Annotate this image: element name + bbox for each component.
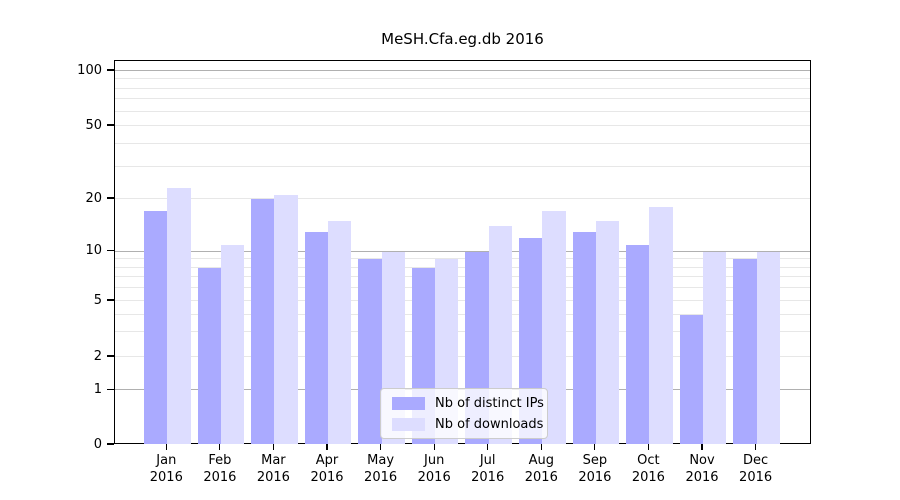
minor-gridline-4 — [115, 313, 810, 315]
minor-gridline-30 — [115, 165, 810, 167]
y-tick-20 — [107, 197, 114, 199]
bar-distinct-ips-may — [358, 259, 382, 444]
minor-gridline-70 — [115, 98, 810, 100]
bar-distinct-ips-jan — [144, 211, 168, 444]
minor-gridline-8 — [115, 266, 810, 268]
bar-downloads-dec — [756, 251, 780, 444]
legend-item-distinct-ips: Nb of distinct IPs — [381, 394, 547, 412]
x-tick-oct — [647, 444, 649, 450]
bar-downloads-sep — [595, 220, 620, 444]
x-tick-label-mar: Mar 2016 — [256, 453, 290, 485]
y-tick-label-2: 2 — [93, 348, 102, 364]
y-tick-50 — [107, 124, 114, 126]
bar-downloads-jan — [167, 187, 191, 444]
y-tick-5 — [107, 299, 114, 301]
legend-item-downloads: Nb of downloads — [381, 415, 547, 433]
x-tick-label-jan: Jan 2016 — [149, 453, 183, 485]
y-tick-label-0: 0 — [93, 436, 102, 452]
x-tick-label-may: May 2016 — [364, 453, 398, 485]
minor-gridline-90 — [115, 78, 810, 80]
y-tick-10 — [107, 250, 114, 252]
minor-gridline-80 — [115, 87, 810, 89]
y-tick-1 — [107, 388, 114, 390]
x-tick-label-jun: Jun 2016 — [417, 453, 451, 485]
x-tick-label-aug: Aug 2016 — [524, 453, 558, 485]
legend-swatch-downloads — [392, 417, 425, 431]
y-tick-label-50: 50 — [85, 117, 102, 133]
x-tick-aug — [540, 444, 542, 450]
legend: Nb of distinct IPs Nb of downloads — [380, 388, 548, 439]
minor-gridline-40 — [115, 142, 810, 144]
x-tick-dec — [755, 444, 757, 450]
minor-gridline-9 — [115, 258, 810, 260]
y-tick-label-20: 20 — [85, 190, 102, 206]
bar-downloads-feb — [220, 244, 245, 444]
y-tick-0 — [107, 443, 114, 445]
x-tick-jan — [165, 444, 167, 450]
x-tick-nov — [701, 444, 703, 450]
x-tick-jun — [433, 444, 435, 450]
x-tick-label-oct: Oct 2016 — [631, 453, 665, 485]
minor-gridline-60 — [115, 110, 810, 112]
y-tick-100 — [107, 69, 114, 71]
bar-distinct-ips-nov — [679, 314, 703, 444]
plot-area: Nb of distinct IPs Nb of downloads — [114, 60, 811, 444]
minor-gridline-50 — [115, 125, 810, 126]
x-tick-apr — [326, 444, 328, 450]
bar-downloads-oct — [649, 207, 673, 444]
bar-distinct-ips-sep — [572, 231, 596, 444]
bar-distinct-ips-feb — [197, 267, 221, 444]
bar-distinct-ips-mar — [251, 199, 275, 444]
x-tick-label-sep: Sep 2016 — [578, 453, 612, 485]
bar-downloads-mar — [274, 195, 298, 444]
x-tick-label-nov: Nov 2016 — [685, 453, 719, 485]
y-tick-label-1: 1 — [93, 381, 102, 397]
bar-distinct-ips-oct — [626, 244, 650, 444]
bar-distinct-ips-apr — [304, 231, 328, 444]
minor-gridline-20 — [115, 198, 810, 199]
x-tick-jul — [487, 444, 489, 450]
x-tick-label-jul: Jul 2016 — [471, 453, 505, 485]
bar-downloads-aug — [542, 211, 566, 444]
x-tick-label-feb: Feb 2016 — [203, 453, 237, 485]
bar-downloads-nov — [703, 251, 727, 444]
major-gridline-10 — [115, 250, 810, 252]
bar-downloads-apr — [328, 220, 352, 444]
minor-gridline-2 — [115, 356, 810, 357]
x-tick-label-dec: Dec 2016 — [739, 453, 773, 485]
y-tick-label-5: 5 — [93, 292, 102, 308]
chart-title: MeSH.Cfa.eg.db 2016 — [381, 30, 544, 48]
x-tick-sep — [594, 444, 596, 450]
major-gridline-100 — [115, 70, 810, 71]
legend-swatch-distinct-ips — [392, 396, 425, 410]
minor-gridline-7 — [115, 276, 810, 278]
legend-label-distinct-ips: Nb of distinct IPs — [435, 395, 544, 411]
x-tick-label-apr: Apr 2016 — [310, 453, 344, 485]
x-tick-may — [380, 444, 382, 450]
y-tick-label-100: 100 — [77, 62, 102, 78]
y-tick-2 — [107, 355, 114, 357]
minor-gridline-3 — [115, 331, 810, 333]
x-tick-feb — [219, 444, 221, 450]
minor-gridline-5 — [115, 300, 810, 301]
minor-gridline-6 — [115, 287, 810, 288]
y-tick-label-10: 10 — [85, 243, 102, 259]
x-tick-mar — [272, 444, 274, 450]
legend-label-downloads: Nb of downloads — [435, 416, 544, 432]
bar-distinct-ips-dec — [733, 259, 757, 444]
